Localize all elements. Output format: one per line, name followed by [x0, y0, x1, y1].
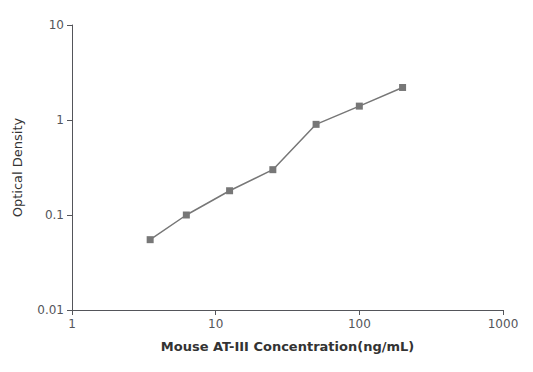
svg-text:1: 1	[56, 113, 64, 127]
svg-text:Optical Density: Optical Density	[10, 117, 25, 217]
svg-text:1: 1	[68, 317, 76, 331]
svg-text:100: 100	[348, 317, 371, 331]
svg-text:0.1: 0.1	[45, 208, 64, 222]
svg-text:10: 10	[49, 18, 64, 32]
svg-text:1000: 1000	[488, 317, 519, 331]
svg-text:10: 10	[208, 317, 223, 331]
svg-text:Mouse AT-III Concentration(ng/: Mouse AT-III Concentration(ng/mL)	[161, 339, 414, 354]
svg-text:0.01: 0.01	[37, 303, 64, 317]
